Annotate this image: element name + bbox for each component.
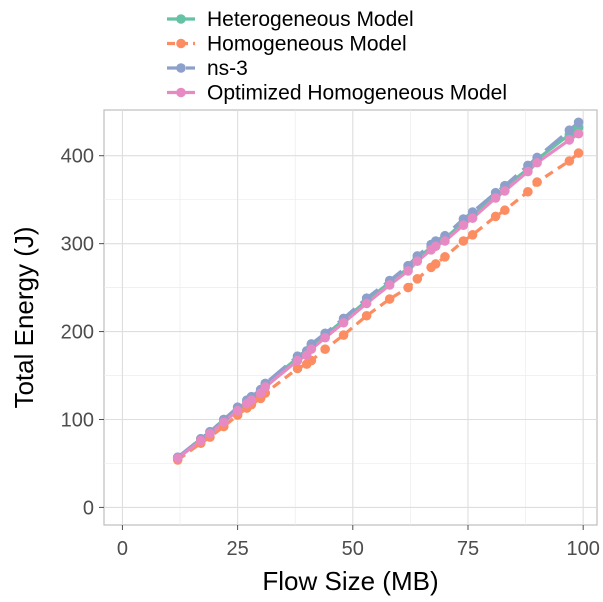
y-tick-label: 100 [61, 409, 94, 431]
series-point-3 [338, 317, 349, 328]
series-point-1 [320, 344, 330, 354]
y-axis-title: Total Energy (J) [9, 226, 39, 408]
legend-label-2: ns-3 [207, 57, 248, 80]
series-point-3 [232, 405, 243, 416]
series-point-1 [490, 211, 501, 222]
series-point-3 [306, 344, 317, 354]
series-point-3 [458, 220, 469, 230]
y-tick-label: 300 [61, 234, 94, 256]
series-point-3 [195, 435, 206, 446]
series-point-1 [292, 363, 303, 374]
series-point-3 [440, 236, 450, 246]
legend-label-3: Optimized Homogeneous Model [207, 82, 507, 105]
legend-label-0: Heterogeneous Model [207, 8, 414, 31]
y-tick-label: 200 [61, 322, 94, 344]
series-point-1 [564, 156, 575, 166]
series-point-3 [412, 256, 423, 267]
series-point-3 [430, 241, 441, 252]
series-point-1 [338, 330, 349, 340]
x-tick-label: 0 [117, 538, 128, 560]
series-point-3 [573, 128, 584, 139]
series-point-3 [467, 213, 478, 223]
x-axis-title: Flow Size (MB) [262, 566, 438, 596]
series-point-1 [440, 252, 450, 262]
series-point-2 [564, 125, 575, 136]
grid-major [104, 110, 597, 525]
x-tick-label: 100 [566, 538, 599, 560]
series-point-3 [384, 280, 395, 290]
series-point-3 [523, 166, 533, 177]
legend-key-point-0 [176, 14, 186, 24]
series-point-1 [430, 259, 441, 269]
series-point-3 [320, 332, 330, 343]
series-point-1 [573, 148, 584, 158]
series-point-1 [458, 236, 469, 246]
series-point-3 [218, 417, 229, 427]
series-point-1 [412, 274, 423, 284]
plot-area [103, 109, 598, 526]
series-point-1 [532, 177, 542, 187]
x-tick-label: 50 [342, 538, 364, 560]
series-point-1 [523, 186, 533, 197]
x-axis: 0 25 50 75 100 [117, 525, 600, 560]
y-axis: 0 100 200 300 400 [61, 146, 104, 519]
series-point-1 [467, 230, 478, 240]
series-point-2 [573, 117, 584, 128]
series-point-3 [292, 355, 303, 366]
series-point-3 [403, 266, 413, 276]
series-point-1 [361, 310, 372, 321]
series-point-3 [260, 382, 271, 392]
series-point-3 [246, 395, 257, 405]
series-point-3 [500, 186, 510, 196]
x-tick-label: 25 [226, 538, 248, 560]
x-tick-label: 75 [457, 538, 479, 560]
series-point-3 [361, 298, 372, 309]
series-point-3 [532, 157, 542, 168]
legend-key-point-1 [176, 38, 186, 49]
series-point-3 [172, 453, 183, 463]
series-point-3 [490, 193, 501, 203]
y-tick-label: 0 [83, 497, 94, 519]
legend-label-1: Homogeneous Model [207, 33, 407, 56]
series-point-1 [403, 282, 413, 293]
series-point-1 [500, 205, 510, 216]
legend-key-point-3 [176, 87, 186, 98]
legend-key-point-2 [176, 63, 186, 73]
series-point-3 [564, 135, 575, 145]
grid-minor [104, 110, 597, 525]
series-points [172, 117, 584, 465]
y-tick-label: 400 [61, 146, 94, 168]
series-point-1 [384, 294, 395, 304]
series-point-3 [205, 428, 215, 439]
